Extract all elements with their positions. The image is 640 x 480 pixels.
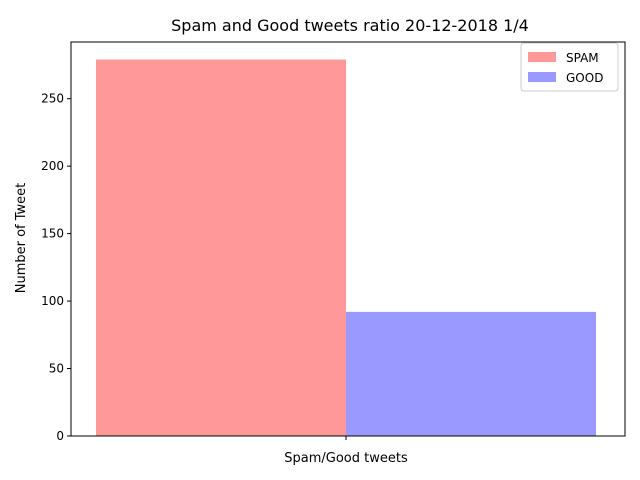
legend-label-good: GOOD [566,71,603,85]
bars-group [96,59,596,436]
legend-swatch-good [528,72,556,82]
chart-title: Spam and Good tweets ratio 20-12-2018 1/… [171,16,529,35]
y-axis-label: Number of Tweet [14,183,29,294]
y-tick-label: 50 [49,362,64,376]
x-axis-label: Spam/Good tweets [284,451,408,466]
y-tick-label: 0 [56,429,64,443]
plot-frame [70,41,626,437]
bar-spam [96,59,346,436]
legend-swatch-spam [528,52,556,62]
y-tick-label: 200 [41,159,64,173]
legend: SPAM GOOD [520,42,619,92]
y-axis: 0 50 100 150 200 250 [41,92,71,443]
y-tick-label: 100 [41,294,64,308]
y-tick-label: 150 [41,227,64,241]
y-tick-label: 250 [41,92,64,106]
bar-good [346,311,596,436]
legend-label-spam: SPAM [566,51,599,65]
